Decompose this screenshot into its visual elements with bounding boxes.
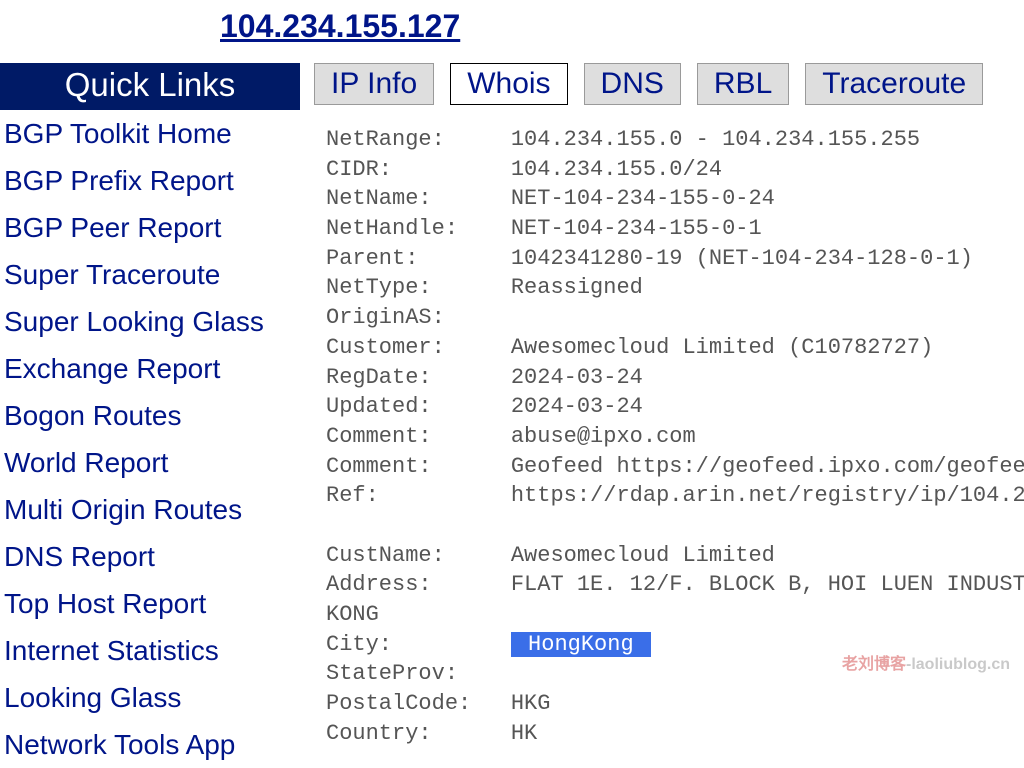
tab-rbl[interactable]: RBL <box>697 63 789 105</box>
whois-line: PostalCode: HKG <box>326 689 1024 719</box>
sidebar-item-bgp-toolkit-home[interactable]: BGP Toolkit Home <box>0 110 300 157</box>
whois-line: KONG <box>326 600 1024 630</box>
sidebar-title: Quick Links <box>0 63 300 110</box>
whois-key: NetRange: <box>326 127 511 152</box>
whois-line: RegDate: 2024-03-24 <box>326 363 1024 393</box>
whois-line: NetType: Reassigned <box>326 273 1024 303</box>
whois-key: CustName: <box>326 543 511 568</box>
whois-key: Updated: <box>326 394 511 419</box>
sidebar-item-world-report[interactable]: World Report <box>0 439 300 486</box>
whois-value: Reassigned <box>511 275 643 300</box>
whois-key: Customer: <box>326 335 511 360</box>
whois-key: Country: <box>326 721 511 746</box>
sidebar-item-super-looking-glass[interactable]: Super Looking Glass <box>0 298 300 345</box>
whois-key: CIDR: <box>326 157 511 182</box>
whois-value: 104.234.155.0/24 <box>511 157 722 182</box>
whois-key: RegDate: <box>326 365 511 390</box>
whois-key: NetType: <box>326 275 511 300</box>
whois-key: PostalCode: <box>326 691 511 716</box>
sidebar-item-top-host-report[interactable]: Top Host Report <box>0 580 300 627</box>
whois-line: Country: HK <box>326 719 1024 749</box>
sidebar: Quick Links BGP Toolkit HomeBGP Prefix R… <box>0 63 300 768</box>
tab-bar: IP Info Whois DNS RBL Traceroute <box>314 63 1024 105</box>
whois-line: CIDR: 104.234.155.0/24 <box>326 155 1024 185</box>
main-layout: Quick Links BGP Toolkit HomeBGP Prefix R… <box>0 63 1024 768</box>
whois-key: Parent: <box>326 246 511 271</box>
whois-line: Comment: abuse@ipxo.com <box>326 422 1024 452</box>
whois-value: NET-104-234-155-0-24 <box>511 186 775 211</box>
sidebar-item-dns-report[interactable]: DNS Report <box>0 533 300 580</box>
whois-value: NET-104-234-155-0-1 <box>511 216 762 241</box>
tab-ip-info[interactable]: IP Info <box>314 63 434 105</box>
sidebar-item-bgp-prefix-report[interactable]: BGP Prefix Report <box>0 157 300 204</box>
whois-output: NetRange: 104.234.155.0 - 104.234.155.25… <box>326 125 1024 748</box>
whois-line: Comment: Geofeed https://geofeed.ipxo.co… <box>326 452 1024 482</box>
whois-value: HKG <box>511 691 551 716</box>
whois-line: City: HongKong <box>326 630 1024 660</box>
whois-key: Address: <box>326 572 511 597</box>
whois-line: Address: FLAT 1E. 12/F. BLOCK B, HOI LUE… <box>326 570 1024 600</box>
whois-value: 1042341280-19 (NET-104-234-128-0-1) <box>511 246 973 271</box>
whois-key: Comment: <box>326 454 511 479</box>
whois-value: HongKong <box>511 632 651 657</box>
sidebar-item-super-traceroute[interactable]: Super Traceroute <box>0 251 300 298</box>
whois-line: NetHandle: NET-104-234-155-0-1 <box>326 214 1024 244</box>
sidebar-item-exchange-report[interactable]: Exchange Report <box>0 345 300 392</box>
whois-value: Awesomecloud Limited <box>511 543 775 568</box>
whois-value: abuse@ipxo.com <box>511 424 696 449</box>
whois-key: NetHandle: <box>326 216 511 241</box>
main-panel: IP Info Whois DNS RBL Traceroute NetRange: 1… <box>300 63 1024 748</box>
whois-line: Customer: Awesomecloud Limited (C1078272… <box>326 333 1024 363</box>
whois-value: https://rdap.arin.net/registry/ip/104.2 <box>511 483 1024 508</box>
whois-line: NetRange: 104.234.155.0 - 104.234.155.25… <box>326 125 1024 155</box>
whois-key: Ref: <box>326 483 511 508</box>
sidebar-item-network-tools-app[interactable]: Network Tools App <box>0 721 300 768</box>
whois-value: 2024-03-24 <box>511 394 643 419</box>
whois-value: 104.234.155.0 - 104.234.155.255 <box>511 127 920 152</box>
sidebar-item-internet-statistics[interactable]: Internet Statistics <box>0 627 300 674</box>
sidebar-item-looking-glass[interactable]: Looking Glass <box>0 674 300 721</box>
whois-value: Geofeed https://geofeed.ipxo.com/geofee <box>511 454 1024 479</box>
whois-line: Updated: 2024-03-24 <box>326 392 1024 422</box>
whois-line: Ref: https://rdap.arin.net/registry/ip/1… <box>326 481 1024 511</box>
whois-value: Awesomecloud Limited (C10782727) <box>511 335 933 360</box>
whois-value: HK <box>511 721 537 746</box>
whois-line: CustName: Awesomecloud Limited <box>326 541 1024 571</box>
tab-dns[interactable]: DNS <box>584 63 681 105</box>
ip-address-header[interactable]: 104.234.155.127 <box>220 8 1024 45</box>
whois-key: StateProv: <box>326 661 511 686</box>
whois-line: OriginAS: <box>326 303 1024 333</box>
whois-line: Parent: 1042341280-19 (NET-104-234-128-0… <box>326 244 1024 274</box>
sidebar-item-multi-origin-routes[interactable]: Multi Origin Routes <box>0 486 300 533</box>
whois-line: StateProv: <box>326 659 1024 689</box>
whois-value: FLAT 1E. 12/F. BLOCK B, HOI LUEN INDUST <box>511 572 1024 597</box>
tab-traceroute[interactable]: Traceroute <box>805 63 983 105</box>
tab-whois[interactable]: Whois <box>450 63 567 105</box>
whois-key: Comment: <box>326 424 511 449</box>
whois-key: City: <box>326 632 511 657</box>
sidebar-item-bogon-routes[interactable]: Bogon Routes <box>0 392 300 439</box>
whois-line <box>326 511 1024 541</box>
whois-key: NetName: <box>326 186 511 211</box>
whois-key: OriginAS: <box>326 305 511 330</box>
sidebar-item-bgp-peer-report[interactable]: BGP Peer Report <box>0 204 300 251</box>
highlighted-value: HongKong <box>511 632 651 657</box>
whois-line: NetName: NET-104-234-155-0-24 <box>326 184 1024 214</box>
whois-value: 2024-03-24 <box>511 365 643 390</box>
